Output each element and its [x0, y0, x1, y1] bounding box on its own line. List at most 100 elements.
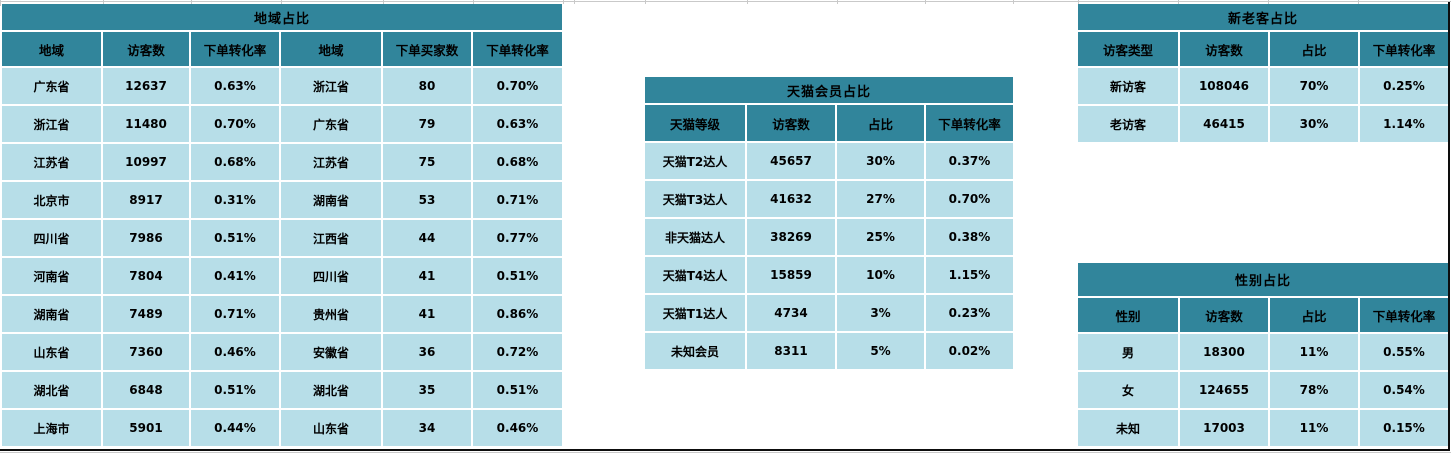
data-cell[interactable]: 湖南省 — [281, 182, 381, 218]
data-cell[interactable]: 0.51% — [191, 372, 279, 408]
data-cell[interactable]: 0.54% — [1360, 372, 1448, 408]
data-cell[interactable]: 0.51% — [473, 372, 562, 408]
data-cell[interactable]: 11480 — [103, 106, 189, 142]
data-cell[interactable]: 7804 — [103, 258, 189, 294]
data-cell[interactable]: 上海市 — [2, 410, 101, 446]
data-cell[interactable]: 108046 — [1180, 68, 1268, 104]
data-cell[interactable]: 75 — [383, 144, 471, 180]
data-cell[interactable]: 34 — [383, 410, 471, 446]
data-cell[interactable]: 广东省 — [281, 106, 381, 142]
data-cell[interactable]: 30% — [837, 143, 924, 179]
data-cell[interactable]: 41632 — [747, 181, 835, 217]
data-cell[interactable]: 25% — [837, 219, 924, 255]
data-cell[interactable]: 3% — [837, 295, 924, 331]
data-cell[interactable]: 天猫T2达人 — [645, 143, 745, 179]
data-cell[interactable]: 35 — [383, 372, 471, 408]
data-cell[interactable]: 北京市 — [2, 182, 101, 218]
data-cell[interactable]: 江苏省 — [281, 144, 381, 180]
data-cell[interactable]: 17003 — [1180, 410, 1268, 446]
header-cell[interactable]: 访客数 — [103, 32, 189, 66]
data-cell[interactable]: 53 — [383, 182, 471, 218]
header-cell[interactable]: 占比 — [1270, 298, 1358, 332]
data-cell[interactable]: 女 — [1078, 372, 1178, 408]
data-cell[interactable]: 山东省 — [281, 410, 381, 446]
data-cell[interactable]: 0.51% — [191, 220, 279, 256]
data-cell[interactable]: 0.44% — [191, 410, 279, 446]
data-cell[interactable]: 12637 — [103, 68, 189, 104]
data-cell[interactable]: 41 — [383, 296, 471, 332]
data-cell[interactable]: 广东省 — [2, 68, 101, 104]
gender-table-title[interactable]: 性别占比 — [1078, 263, 1448, 296]
data-cell[interactable]: 4734 — [747, 295, 835, 331]
data-cell[interactable]: 男 — [1078, 334, 1178, 370]
data-cell[interactable]: 7489 — [103, 296, 189, 332]
header-cell[interactable]: 访客数 — [1180, 298, 1268, 332]
data-cell[interactable]: 0.70% — [473, 68, 562, 104]
data-cell[interactable]: 70% — [1270, 68, 1358, 104]
data-cell[interactable]: 15859 — [747, 257, 835, 293]
data-cell[interactable]: 0.31% — [191, 182, 279, 218]
data-cell[interactable]: 124655 — [1180, 372, 1268, 408]
header-cell[interactable]: 下单转化率 — [926, 105, 1013, 141]
data-cell[interactable]: 8311 — [747, 333, 835, 369]
data-cell[interactable]: 0.63% — [473, 106, 562, 142]
data-cell[interactable]: 0.41% — [191, 258, 279, 294]
data-cell[interactable]: 0.68% — [473, 144, 562, 180]
data-cell[interactable]: 0.51% — [473, 258, 562, 294]
data-cell[interactable]: 0.70% — [926, 181, 1013, 217]
data-cell[interactable]: 0.71% — [473, 182, 562, 218]
data-cell[interactable]: 0.55% — [1360, 334, 1448, 370]
data-cell[interactable]: 79 — [383, 106, 471, 142]
data-cell[interactable]: 湖北省 — [281, 372, 381, 408]
data-cell[interactable]: 5% — [837, 333, 924, 369]
header-cell[interactable]: 下单转化率 — [473, 32, 562, 66]
data-cell[interactable]: 46415 — [1180, 106, 1268, 142]
data-cell[interactable]: 30% — [1270, 106, 1358, 142]
data-cell[interactable]: 浙江省 — [281, 68, 381, 104]
header-cell[interactable]: 天猫等级 — [645, 105, 745, 141]
data-cell[interactable]: 未知会员 — [645, 333, 745, 369]
data-cell[interactable]: 11% — [1270, 334, 1358, 370]
data-cell[interactable]: 天猫T1达人 — [645, 295, 745, 331]
data-cell[interactable]: 10997 — [103, 144, 189, 180]
header-cell[interactable]: 下单转化率 — [191, 32, 279, 66]
data-cell[interactable]: 10% — [837, 257, 924, 293]
data-cell[interactable]: 江西省 — [281, 220, 381, 256]
data-cell[interactable]: 0.86% — [473, 296, 562, 332]
data-cell[interactable]: 0.38% — [926, 219, 1013, 255]
data-cell[interactable]: 0.72% — [473, 334, 562, 370]
header-cell[interactable]: 访客数 — [1180, 32, 1268, 66]
data-cell[interactable]: 0.70% — [191, 106, 279, 142]
data-cell[interactable]: 老访客 — [1078, 106, 1178, 142]
header-cell[interactable]: 占比 — [1270, 32, 1358, 66]
data-cell[interactable]: 36 — [383, 334, 471, 370]
header-cell[interactable]: 地域 — [2, 32, 101, 66]
data-cell[interactable]: 湖北省 — [2, 372, 101, 408]
header-cell[interactable]: 访客类型 — [1078, 32, 1178, 66]
data-cell[interactable]: 新访客 — [1078, 68, 1178, 104]
header-cell[interactable]: 访客数 — [747, 105, 835, 141]
data-cell[interactable]: 1.15% — [926, 257, 1013, 293]
data-cell[interactable]: 0.46% — [191, 334, 279, 370]
data-cell[interactable]: 浙江省 — [2, 106, 101, 142]
data-cell[interactable]: 0.71% — [191, 296, 279, 332]
data-cell[interactable]: 0.46% — [473, 410, 562, 446]
data-cell[interactable]: 7986 — [103, 220, 189, 256]
data-cell[interactable]: 0.63% — [191, 68, 279, 104]
data-cell[interactable]: 0.23% — [926, 295, 1013, 331]
data-cell[interactable]: 山东省 — [2, 334, 101, 370]
data-cell[interactable]: 0.68% — [191, 144, 279, 180]
data-cell[interactable]: 27% — [837, 181, 924, 217]
data-cell[interactable]: 5901 — [103, 410, 189, 446]
header-cell[interactable]: 下单转化率 — [1360, 298, 1448, 332]
header-cell[interactable]: 占比 — [837, 105, 924, 141]
data-cell[interactable]: 天猫T4达人 — [645, 257, 745, 293]
data-cell[interactable]: 45657 — [747, 143, 835, 179]
data-cell[interactable]: 0.37% — [926, 143, 1013, 179]
data-cell[interactable]: 江苏省 — [2, 144, 101, 180]
data-cell[interactable]: 四川省 — [2, 220, 101, 256]
data-cell[interactable]: 湖南省 — [2, 296, 101, 332]
data-cell[interactable]: 44 — [383, 220, 471, 256]
data-cell[interactable]: 河南省 — [2, 258, 101, 294]
tmall-table-title[interactable]: 天猫会员占比 — [645, 77, 1013, 103]
